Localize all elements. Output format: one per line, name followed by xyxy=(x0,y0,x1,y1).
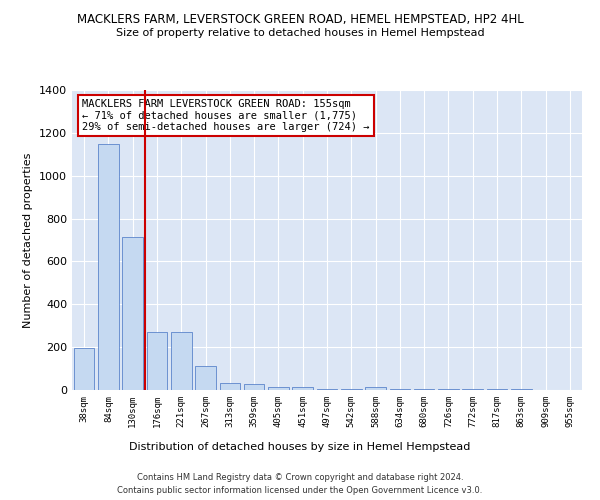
Bar xyxy=(438,389,459,390)
Text: Contains public sector information licensed under the Open Government Licence v3: Contains public sector information licen… xyxy=(118,486,482,495)
Bar xyxy=(244,384,265,390)
Bar xyxy=(268,387,289,390)
Bar xyxy=(389,388,410,390)
Bar xyxy=(98,144,119,390)
Bar xyxy=(146,332,167,390)
Text: MACKLERS FARM LEVERSTOCK GREEN ROAD: 155sqm
← 71% of detached houses are smaller: MACKLERS FARM LEVERSTOCK GREEN ROAD: 155… xyxy=(82,99,370,132)
Bar xyxy=(365,387,386,390)
Bar xyxy=(317,388,337,390)
Y-axis label: Number of detached properties: Number of detached properties xyxy=(23,152,34,328)
Bar xyxy=(220,382,240,390)
Bar xyxy=(74,348,94,390)
Bar xyxy=(341,388,362,390)
Bar xyxy=(195,366,216,390)
Text: Size of property relative to detached houses in Hemel Hempstead: Size of property relative to detached ho… xyxy=(116,28,484,38)
Bar xyxy=(171,332,191,390)
Text: Distribution of detached houses by size in Hemel Hempstead: Distribution of detached houses by size … xyxy=(130,442,470,452)
Bar xyxy=(414,389,434,390)
Text: Contains HM Land Registry data © Crown copyright and database right 2024.: Contains HM Land Registry data © Crown c… xyxy=(137,472,463,482)
Bar xyxy=(122,237,143,390)
Bar xyxy=(292,387,313,390)
Text: MACKLERS FARM, LEVERSTOCK GREEN ROAD, HEMEL HEMPSTEAD, HP2 4HL: MACKLERS FARM, LEVERSTOCK GREEN ROAD, HE… xyxy=(77,12,523,26)
